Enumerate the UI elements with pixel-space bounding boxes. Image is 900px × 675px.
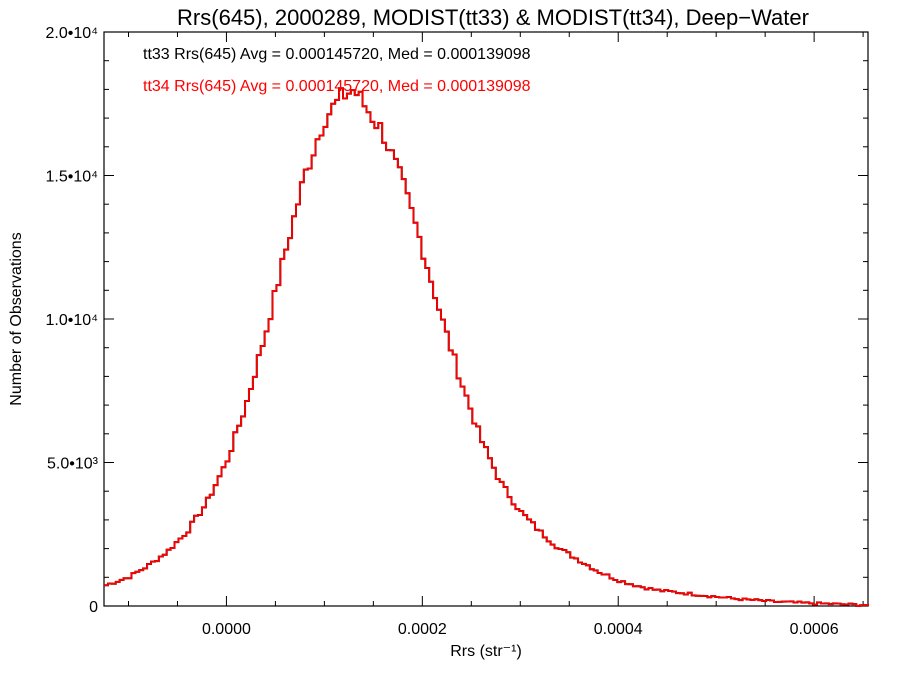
series-layer bbox=[104, 87, 869, 607]
y-axis-ticks: 0 5.0•10³ 1.0•10⁴ 1.5•10⁴ 2.0•10⁴ bbox=[45, 25, 868, 616]
y-tick-label: 1.5•10⁴ bbox=[45, 169, 98, 186]
x-tick-label: 0.0002 bbox=[398, 621, 447, 638]
x-axis-ticks: 0.0000 0.0002 0.0004 0.0006 bbox=[127, 32, 864, 638]
y-tick-label: 0 bbox=[89, 599, 98, 616]
x-axis-label: Rrs (str⁻¹) bbox=[450, 643, 522, 660]
annotation-tt34: tt34 Rrs(645) Avg = 0.000145720, Med = 0… bbox=[143, 78, 531, 95]
x-tick-label: 0.0006 bbox=[790, 621, 839, 638]
x-tick-label: 0.0000 bbox=[202, 621, 251, 638]
y-tick-label: 1.0•10⁴ bbox=[45, 312, 98, 329]
y-tick-label: 2.0•10⁴ bbox=[45, 25, 98, 42]
y-tick-label: 5.0•10³ bbox=[47, 456, 99, 473]
y-axis-label: Number of Observations bbox=[8, 232, 25, 405]
x-tick-label: 0.0004 bbox=[594, 621, 643, 638]
annotation-tt33: tt33 Rrs(645) Avg = 0.000145720, Med = 0… bbox=[143, 46, 531, 63]
series-tt34-line bbox=[104, 87, 869, 607]
chart-title: Rrs(645), 2000289, MODIST(tt33) & MODIST… bbox=[177, 5, 809, 30]
